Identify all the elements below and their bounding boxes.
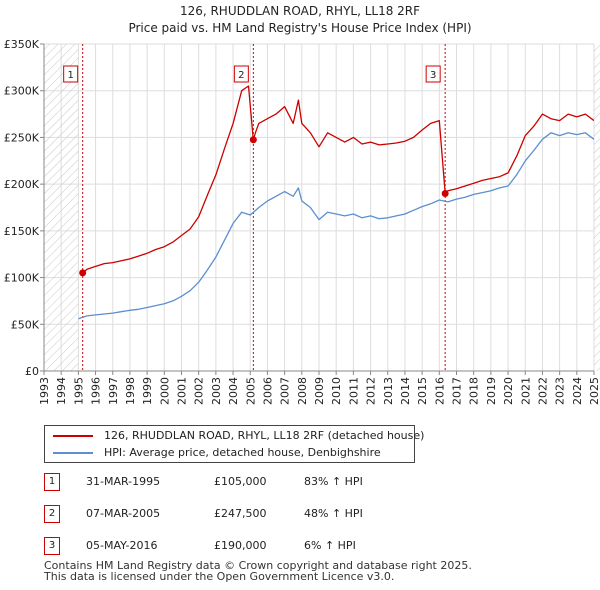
footer-copyright: Contains HM Land Registry data © Crown c…	[44, 559, 472, 572]
x-tick-label: 2005	[244, 377, 257, 405]
legend-item-property: 126, RHUDDLAN ROAD, RHYL, LL18 2RF (deta…	[53, 428, 424, 443]
sale-label-box	[63, 65, 79, 83]
sale-number-badge: 2	[44, 505, 60, 523]
x-tick-label: 2002	[193, 377, 206, 405]
sale-price: £247,500	[214, 507, 267, 520]
x-tick-label: 1996	[90, 377, 103, 405]
sale-points	[79, 136, 449, 277]
x-tick-label: 2009	[313, 377, 326, 405]
x-tick-label: 2022	[536, 377, 549, 405]
sale-hpi-change: 83% ↑ HPI	[304, 475, 363, 488]
legend-swatch-hpi	[53, 452, 93, 454]
x-tick-label: 2006	[261, 377, 274, 405]
price-chart: 1 2 3 £0 £50K £100K £150K £200K £250K £300K £350K…	[4, 38, 600, 405]
y-tick-label: £300K	[4, 85, 40, 98]
x-tick-label: 1993	[38, 377, 51, 405]
x-tick-label: 2021	[519, 377, 532, 405]
x-tick-label: 2004	[227, 377, 240, 405]
series-lines	[78, 85, 594, 320]
hpi-series-line	[78, 132, 594, 320]
sale-markers-lines	[82, 44, 446, 371]
x-tick-label: 1995	[72, 377, 85, 405]
footer: Contains HM Land Registry data © Crown c…	[44, 560, 472, 582]
sale-date: 07-MAR-2005	[86, 507, 161, 520]
sale-hpi-change: 48% ↑ HPI	[304, 507, 363, 520]
sale-point	[441, 189, 449, 197]
x-tick-label: 1994	[55, 377, 68, 405]
x-tick-label: 1999	[141, 377, 154, 405]
x-tick-label: 2024	[571, 377, 584, 405]
x-tick-label: 2016	[433, 377, 446, 405]
x-tick-label: 2003	[210, 377, 223, 405]
sale-point	[249, 136, 257, 144]
sale-row: 1 31-MAR-1995 £105,000 83% ↑ HPI	[44, 473, 464, 491]
y-tick-label: £350K	[4, 38, 40, 51]
sale-row: 3 05-MAY-2016 £190,000 6% ↑ HPI	[44, 537, 464, 555]
x-tick-label: 2025	[588, 377, 600, 405]
footer-licence: This data is licensed under the Open Gov…	[44, 570, 395, 583]
y-tick-label: £0	[25, 365, 39, 378]
sale-label-box	[425, 65, 441, 83]
x-tick-label: 2007	[279, 377, 292, 405]
x-tick-label: 2014	[399, 377, 412, 405]
sale-label: 3	[430, 70, 436, 81]
x-tick-label: 2001	[176, 377, 189, 405]
legend-label-hpi: HPI: Average price, detached house, Denb…	[104, 446, 381, 459]
legend-swatch-property	[53, 435, 93, 437]
x-tick-label: 2020	[502, 377, 515, 405]
x-tick-label: 1998	[124, 377, 137, 405]
legend-label-property: 126, RHUDDLAN ROAD, RHYL, LL18 2RF (deta…	[104, 429, 425, 442]
hatched-regions	[44, 44, 600, 371]
hatched-range	[44, 44, 79, 371]
sale-date: 31-MAR-1995	[86, 475, 161, 488]
sale-label: 1	[67, 70, 73, 81]
x-tick-label: 2017	[451, 377, 464, 405]
x-tick-label: 2008	[296, 377, 309, 405]
chart-subtitle: Price paid vs. HM Land Registry's House …	[128, 21, 472, 35]
x-tick-label: 2012	[365, 377, 378, 405]
x-tick-label: 2023	[554, 377, 567, 405]
x-tick-label: 2019	[485, 377, 498, 405]
x-tick-label: 1997	[107, 377, 120, 405]
y-tick-label: £100K	[4, 272, 40, 285]
x-tick-label: 2018	[468, 377, 481, 405]
legend-item-hpi: HPI: Average price, detached house, Denb…	[53, 445, 381, 460]
sale-labels: 1 2 3	[63, 65, 441, 83]
x-tick-label: 2011	[347, 377, 360, 405]
sale-number-badge: 3	[44, 537, 60, 555]
y-tick-label: £50K	[11, 318, 40, 331]
sale-hpi-change: 6% ↑ HPI	[304, 539, 356, 552]
sale-label-box	[233, 65, 249, 83]
y-tick-label: £200K	[4, 178, 40, 191]
sale-date: 05-MAY-2016	[86, 539, 158, 552]
x-tick-label: 2015	[416, 377, 429, 405]
x-tick-label: 2000	[158, 377, 171, 405]
chart-title-block: 126, RHUDDLAN ROAD, RHYL, LL18 2RF Price…	[0, 3, 600, 37]
sale-number-badge: 1	[44, 473, 60, 491]
sale-point	[79, 269, 87, 277]
sale-price: £190,000	[214, 539, 267, 552]
y-tick-label: £250K	[4, 131, 40, 144]
sale-row: 2 07-MAR-2005 £247,500 48% ↑ HPI	[44, 505, 464, 523]
axes: £0 £50K £100K £150K £200K £250K £300K £350K 1993…	[4, 38, 600, 405]
chart-title: 126, RHUDDLAN ROAD, RHYL, LL18 2RF	[179, 4, 421, 18]
property-series-line	[82, 85, 594, 274]
sale-price: £105,000	[214, 475, 267, 488]
x-tick-label: 2010	[330, 377, 343, 405]
hatched-range	[594, 44, 600, 371]
y-tick-label: £150K	[4, 225, 40, 238]
x-tick-label: 2013	[382, 377, 395, 405]
sale-label: 2	[238, 70, 244, 81]
legend: 126, RHUDDLAN ROAD, RHYL, LL18 2RF (deta…	[44, 425, 424, 463]
